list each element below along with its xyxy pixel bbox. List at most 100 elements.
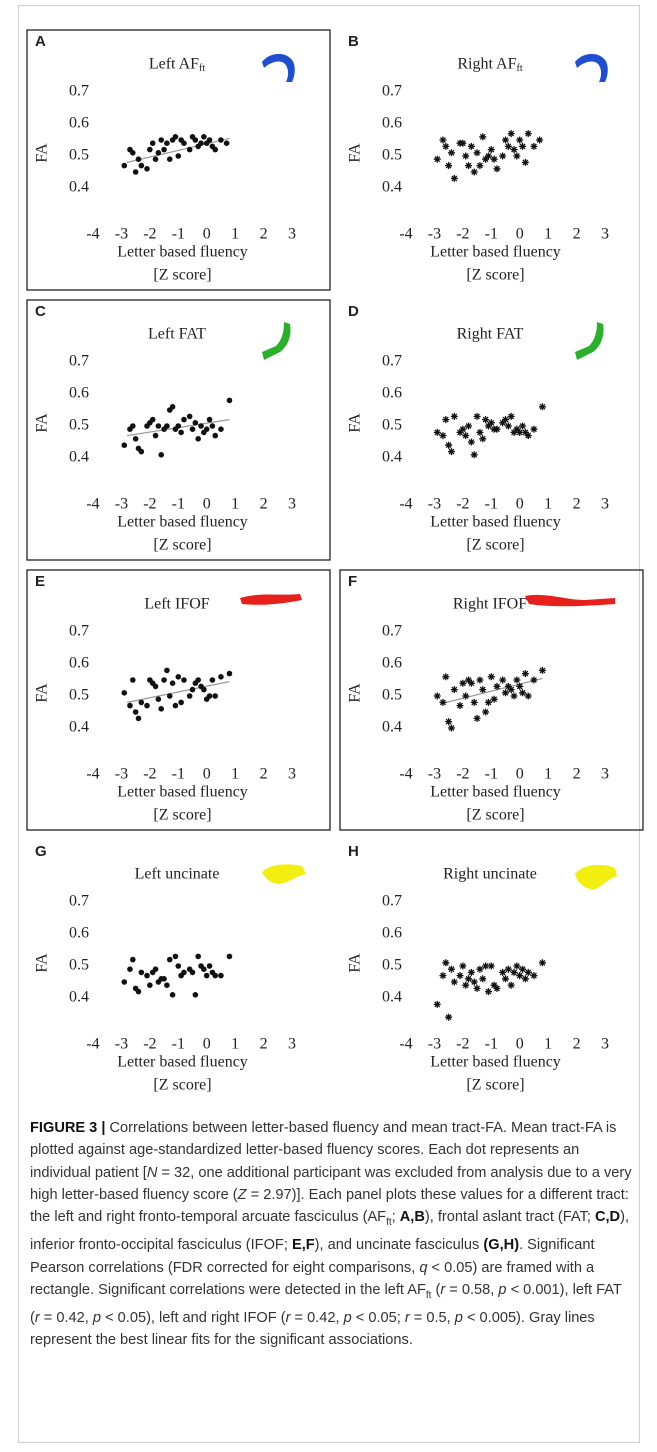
data-point — [169, 992, 176, 998]
data-point — [161, 146, 167, 153]
panel-letter: E — [35, 573, 45, 590]
x-tick-label: -1 — [172, 1036, 185, 1053]
caption-text: Z — [237, 1186, 247, 1203]
caption-text: ( — [431, 1281, 441, 1298]
y-tick-label: 0.7 — [69, 623, 89, 640]
title-subscript: ft — [199, 63, 205, 74]
x-axis-label: Letter based fluency — [117, 514, 248, 531]
x-tick-label: 3 — [288, 496, 296, 513]
data-point — [513, 152, 521, 160]
caption-text: A,B — [399, 1209, 425, 1226]
data-point — [524, 692, 532, 700]
caption-text: FIGURE 3 | — [30, 1120, 106, 1136]
panel-letter: H — [348, 843, 359, 860]
data-point — [470, 168, 478, 176]
y-axis-label: FA — [34, 953, 51, 973]
data-point — [493, 425, 501, 433]
data-point — [203, 972, 210, 979]
data-point — [516, 136, 524, 144]
x-tick-label: -1 — [485, 226, 498, 243]
data-point — [166, 156, 173, 162]
caption-text: < 0.05), left and right IFOF ( — [101, 1310, 286, 1327]
data-point — [439, 432, 447, 440]
data-point — [212, 146, 219, 153]
data-point — [502, 136, 509, 144]
data-point — [499, 419, 507, 427]
x-tick-label: 2 — [260, 226, 268, 243]
data-point — [482, 708, 490, 716]
x-tick-label: -3 — [115, 766, 128, 783]
data-point — [152, 966, 159, 972]
x-tick-label: 1 — [231, 226, 239, 243]
data-point — [138, 969, 145, 976]
x-tick-label: 3 — [288, 226, 296, 243]
data-point — [536, 136, 544, 144]
data-point — [189, 969, 196, 976]
x-tick-label: -1 — [172, 766, 185, 783]
data-point — [445, 441, 453, 449]
data-point — [484, 152, 492, 160]
data-point — [212, 972, 219, 979]
data-point — [178, 429, 184, 436]
y-axis-label: FA — [347, 683, 364, 703]
caption-text: p — [92, 1310, 102, 1327]
y-tick-label: 0.6 — [69, 925, 89, 942]
data-point — [521, 428, 529, 436]
data-point — [473, 149, 481, 157]
x-tick-label: 2 — [573, 766, 581, 783]
data-point — [476, 676, 484, 684]
x-tick-label: -1 — [172, 226, 185, 243]
y-tick-label: 0.6 — [382, 385, 402, 402]
data-point — [467, 142, 475, 150]
data-point — [172, 953, 179, 960]
data-point — [442, 142, 450, 150]
data-point — [172, 702, 179, 709]
data-point — [487, 419, 495, 427]
caption-text: = 0.42, — [290, 1310, 344, 1327]
significance-frame — [26, 569, 331, 831]
data-point — [158, 137, 165, 143]
x-tick-label: -4 — [399, 1036, 412, 1053]
data-point — [470, 698, 478, 706]
data-point — [519, 422, 527, 430]
data-point — [226, 670, 233, 677]
panel: G Left uncinate 0.4 0.5 0.6 0.7 -4 -3 -2 -1 0 1 2 3 FA… — [34, 843, 306, 1094]
data-point — [130, 956, 136, 963]
data-point — [447, 448, 455, 456]
data-point — [490, 155, 498, 163]
data-point — [445, 1013, 453, 1021]
y-tick-label: 0.5 — [69, 147, 89, 164]
tract-icon — [575, 322, 604, 360]
data-point — [130, 677, 136, 683]
data-point — [521, 975, 529, 983]
data-point — [181, 677, 187, 683]
data-point — [155, 423, 162, 429]
data-point — [439, 698, 447, 706]
data-point — [164, 982, 170, 988]
panel-title: Left FAT — [148, 326, 206, 343]
data-point — [459, 139, 467, 147]
data-point — [164, 667, 170, 674]
data-point — [479, 435, 487, 443]
panel-title: Left IFOF — [144, 596, 209, 613]
data-point — [521, 158, 529, 166]
y-tick-label: 0.7 — [69, 353, 89, 370]
caption-text: ft — [386, 1217, 392, 1229]
x-tick-label: -2 — [143, 766, 156, 783]
y-tick-label: 0.5 — [69, 417, 89, 434]
x-tick-label: -2 — [143, 496, 156, 513]
data-point — [538, 959, 546, 967]
data-point — [206, 137, 213, 143]
data-point — [519, 965, 527, 973]
data-point — [195, 677, 201, 683]
panel-letter: G — [35, 843, 47, 860]
data-point — [476, 428, 484, 436]
caption-text: = 0.5, — [409, 1310, 455, 1327]
x-tick-label: -1 — [485, 766, 498, 783]
figure-frame — [18, 5, 640, 1443]
x-tick-label: 0 — [203, 1036, 211, 1053]
data-point — [226, 953, 233, 960]
data-point — [442, 673, 450, 681]
data-point — [164, 140, 170, 146]
data-point — [138, 699, 145, 706]
